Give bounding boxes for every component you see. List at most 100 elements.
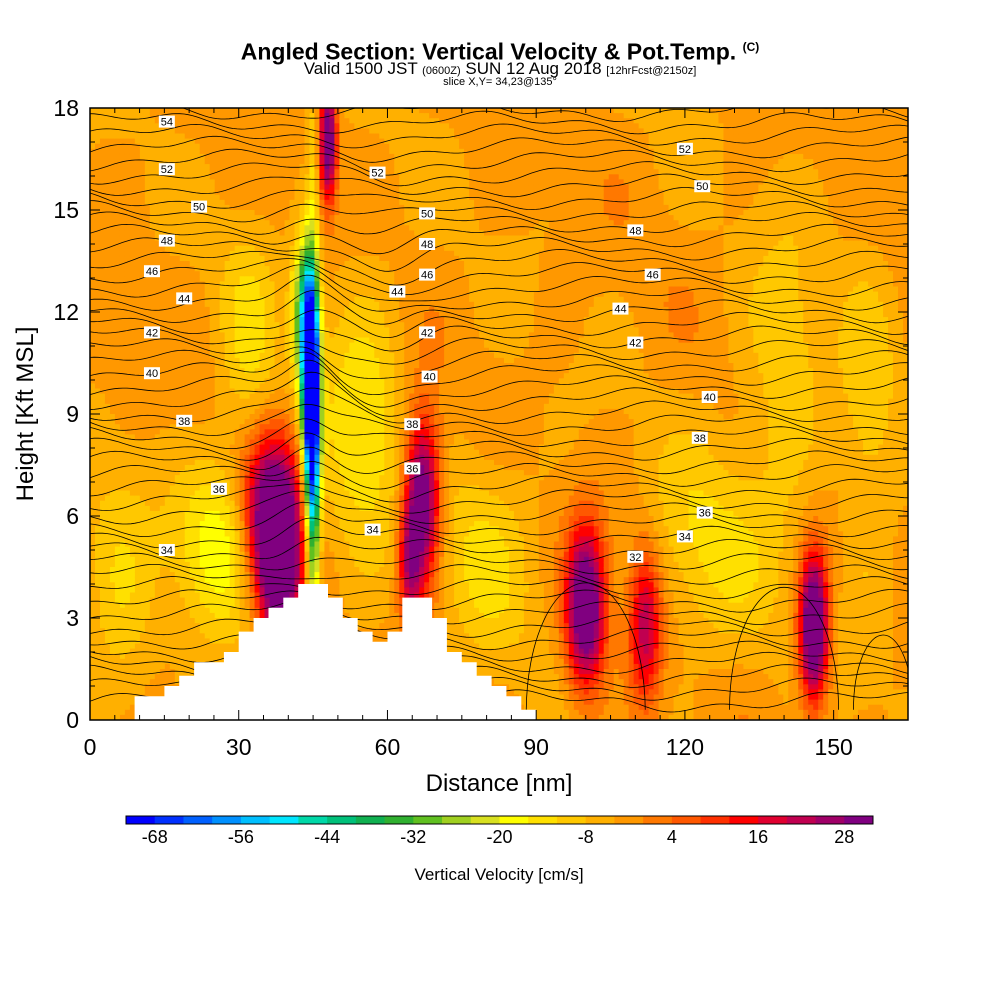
velocity-cell — [139, 128, 146, 135]
velocity-cell — [209, 500, 216, 507]
velocity-cell — [209, 643, 216, 650]
velocity-cell — [104, 582, 111, 588]
velocity-cell — [139, 398, 146, 405]
velocity-cell — [104, 327, 111, 333]
velocity-cell — [229, 113, 236, 119]
velocity-cell — [224, 184, 231, 191]
velocity-cell — [249, 398, 256, 405]
velocity-cell — [144, 398, 151, 405]
velocity-cell — [289, 368, 296, 374]
velocity-cell — [234, 607, 241, 614]
velocity-cell — [154, 592, 161, 599]
velocity-cell — [104, 184, 111, 191]
velocity-cell — [90, 169, 96, 175]
velocity-cell — [264, 444, 271, 451]
velocity-cell — [119, 210, 126, 216]
velocity-cell — [139, 138, 146, 145]
velocity-cell — [114, 577, 121, 583]
velocity-cell — [104, 531, 111, 537]
velocity-cell — [90, 194, 96, 201]
velocity-cell — [119, 495, 126, 502]
velocity-cell — [269, 551, 276, 558]
velocity-cell — [184, 276, 191, 282]
velocity-cell — [154, 169, 161, 175]
velocity-cell — [279, 475, 286, 481]
velocity-cell — [134, 306, 141, 313]
velocity-cell — [219, 628, 226, 634]
velocity-cell — [189, 184, 196, 191]
velocity-cell — [159, 612, 166, 619]
velocity-cell — [149, 159, 156, 165]
velocity-cell — [109, 500, 116, 507]
velocity-cell — [139, 679, 146, 685]
velocity-cell — [194, 561, 201, 568]
velocity-cell — [124, 225, 131, 231]
velocity-cell — [279, 429, 286, 435]
velocity-cell — [229, 577, 236, 583]
velocity-cell — [244, 521, 251, 527]
velocity-cell — [294, 143, 301, 150]
velocity-cell — [184, 597, 191, 604]
velocity-cell — [144, 465, 151, 471]
velocity-cell — [104, 291, 111, 298]
velocity-cell — [94, 250, 101, 257]
velocity-cell — [274, 266, 281, 272]
velocity-cell — [204, 306, 211, 313]
velocity-cell — [159, 521, 166, 527]
velocity-cell — [114, 245, 121, 252]
velocity-cell — [109, 556, 116, 563]
velocity-cell — [279, 199, 286, 206]
velocity-cell — [294, 378, 301, 384]
velocity-cell — [199, 261, 206, 267]
velocity-cell — [234, 184, 241, 191]
velocity-cell — [169, 210, 176, 216]
velocity-cell — [119, 204, 126, 211]
velocity-cell — [189, 653, 196, 660]
velocity-cell — [114, 505, 121, 512]
velocity-cell — [274, 582, 281, 588]
velocity-cell — [209, 123, 216, 129]
velocity-cell — [174, 602, 181, 609]
velocity-cell — [90, 235, 96, 242]
velocity-cell — [169, 618, 176, 624]
velocity-cell — [209, 261, 216, 267]
velocity-cell — [279, 342, 286, 349]
velocity-cell — [114, 255, 121, 262]
velocity-cell — [274, 561, 281, 568]
velocity-cell — [204, 424, 211, 430]
velocity-cell — [284, 567, 291, 573]
velocity-cell — [244, 352, 251, 359]
velocity-cell — [259, 245, 266, 252]
velocity-cell — [264, 408, 271, 415]
velocity-cell — [94, 669, 101, 675]
velocity-cell — [264, 531, 271, 537]
velocity-cell — [259, 164, 266, 170]
velocity-cell — [109, 108, 116, 114]
velocity-cell — [94, 220, 101, 226]
velocity-cell — [169, 414, 176, 420]
velocity-cell — [149, 607, 156, 614]
velocity-cell — [94, 271, 101, 277]
velocity-cell — [279, 582, 286, 588]
velocity-cell — [284, 490, 291, 497]
velocity-cell — [289, 342, 296, 349]
velocity-cell — [159, 475, 166, 481]
velocity-cell — [194, 388, 201, 395]
velocity-cell — [214, 572, 221, 578]
velocity-cell — [164, 373, 171, 379]
velocity-cell — [109, 342, 116, 349]
velocity-cell — [144, 592, 151, 599]
velocity-cell — [104, 414, 111, 420]
velocity-cell — [279, 485, 286, 492]
velocity-cell — [104, 271, 111, 277]
velocity-cell — [164, 199, 171, 206]
velocity-cell — [189, 480, 196, 486]
velocity-cell — [219, 266, 226, 272]
velocity-cell — [154, 240, 161, 247]
velocity-cell — [99, 204, 106, 211]
velocity-cell — [129, 459, 136, 466]
velocity-cell — [199, 434, 206, 441]
velocity-cell — [204, 582, 211, 588]
velocity-cell — [214, 184, 221, 191]
velocity-cell — [104, 322, 111, 328]
